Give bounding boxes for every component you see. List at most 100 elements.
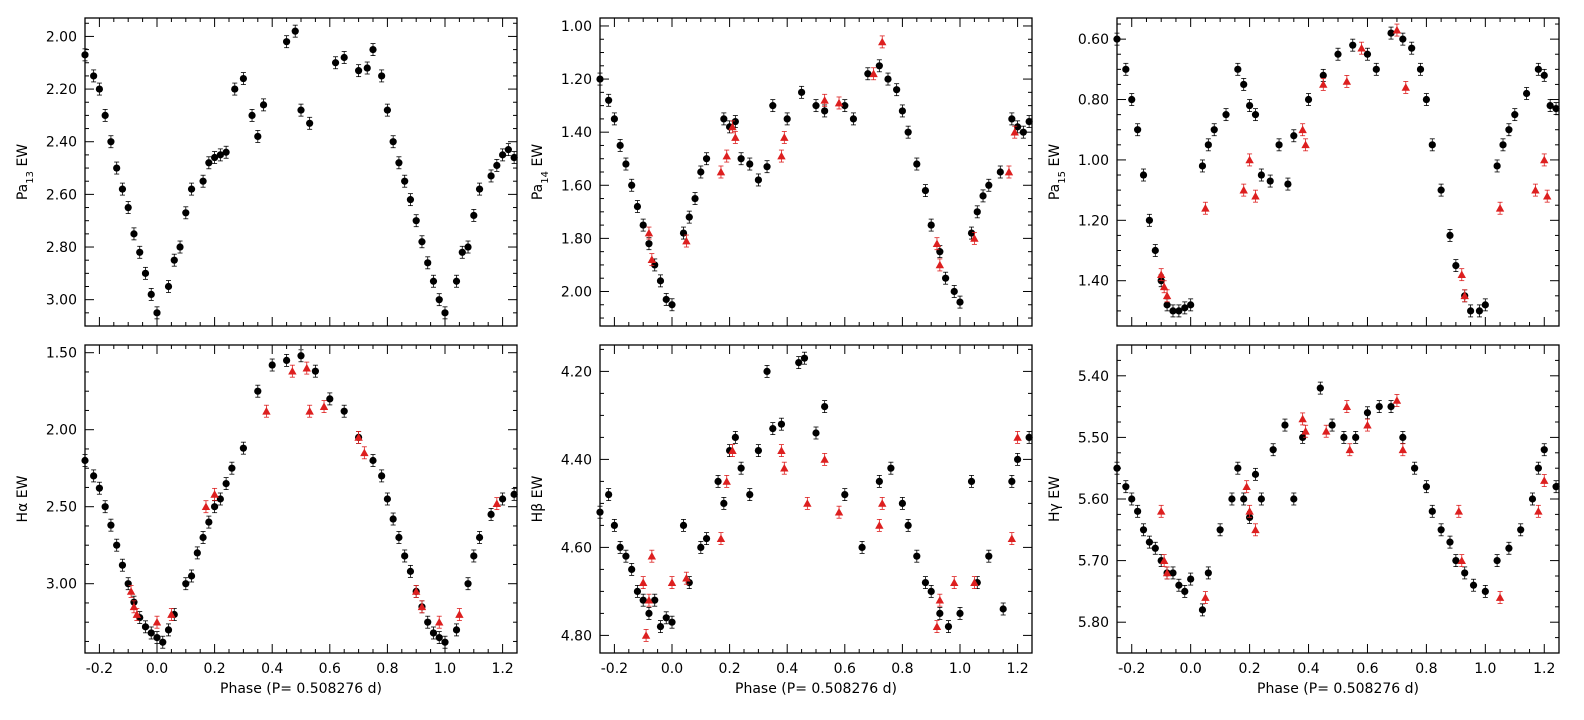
data-point-circle bbox=[691, 194, 699, 203]
x-tick-label: 0.8 bbox=[1415, 661, 1437, 677]
data-point-triangle bbox=[716, 534, 726, 542]
data-point-circle bbox=[639, 596, 647, 604]
data-point-circle bbox=[633, 587, 642, 596]
data-point-triangle bbox=[1460, 291, 1469, 300]
data-point-circle bbox=[311, 367, 319, 375]
data-point-circle bbox=[1025, 117, 1033, 126]
x-tick-label: -0.2 bbox=[601, 661, 628, 677]
data-point-circle bbox=[406, 196, 415, 204]
data-point-circle bbox=[493, 161, 501, 170]
data-point-triangle bbox=[492, 499, 502, 507]
y-tick-label: 1.20 bbox=[561, 72, 592, 88]
data-point-circle bbox=[996, 168, 1004, 176]
data-point-triangle bbox=[878, 37, 887, 46]
data-point-circle bbox=[113, 541, 121, 549]
y-tick-label: 2.60 bbox=[46, 187, 77, 203]
data-point-triangle bbox=[288, 366, 297, 375]
data-point-triangle bbox=[869, 69, 878, 78]
data-point-circle bbox=[967, 477, 976, 485]
data-point-triangle bbox=[647, 255, 657, 263]
data-point-circle bbox=[1210, 126, 1218, 134]
data-point-circle bbox=[1222, 111, 1230, 119]
data-point-circle bbox=[1181, 304, 1189, 312]
data-point-triangle bbox=[1457, 556, 1466, 564]
data-point-circle bbox=[1122, 483, 1130, 491]
data-point-circle bbox=[999, 605, 1007, 613]
data-point-circle bbox=[205, 159, 213, 167]
data-point-circle bbox=[1204, 141, 1212, 149]
data-point-circle bbox=[622, 160, 630, 168]
data-point-circle bbox=[754, 176, 763, 184]
data-point-circle bbox=[164, 626, 173, 634]
data-point-triangle bbox=[210, 490, 219, 498]
data-point-circle bbox=[193, 549, 201, 557]
data-point-circle bbox=[1113, 464, 1121, 472]
data-point-circle bbox=[369, 456, 377, 465]
data-point-circle bbox=[942, 274, 950, 282]
data-point-triangle bbox=[647, 552, 657, 560]
data-point-triangle bbox=[1162, 568, 1172, 577]
data-point-circle bbox=[913, 552, 921, 560]
data-point-circle bbox=[429, 629, 438, 637]
data-point-circle bbox=[1552, 104, 1560, 113]
x-tick-label: 1.2 bbox=[1006, 661, 1028, 677]
data-point-circle bbox=[401, 177, 409, 185]
data-point-triangle bbox=[728, 122, 737, 131]
data-point-circle bbox=[283, 38, 291, 46]
data-point-circle bbox=[1014, 123, 1022, 131]
data-point-circle bbox=[199, 177, 207, 185]
panel-bottom-left: -0.2 0.0 0.2 0.4 0.6 0.8 1.0 1.2 1.50 2.00 2.50 3.0… bbox=[15, 344, 518, 697]
data-point-circle bbox=[141, 623, 150, 631]
data-point-circle bbox=[331, 59, 340, 67]
data-point-triangle bbox=[417, 602, 427, 611]
x-tick-label: 0.6 bbox=[319, 661, 341, 677]
data-point-circle bbox=[898, 499, 907, 507]
data-point-circle bbox=[1363, 50, 1372, 58]
data-point-triangle bbox=[1534, 507, 1543, 515]
data-point-circle bbox=[1281, 421, 1289, 429]
data-point-circle bbox=[1522, 89, 1531, 98]
data-point-circle bbox=[628, 181, 636, 189]
data-point-triangle bbox=[641, 631, 651, 639]
x-tick-label: 0.2 bbox=[203, 661, 225, 677]
data-point-circle bbox=[107, 138, 115, 146]
y-tick-label: 5.80 bbox=[1078, 615, 1109, 631]
data-point-circle bbox=[1552, 483, 1560, 491]
data-point-circle bbox=[510, 153, 518, 162]
plot-frame bbox=[599, 17, 1033, 327]
y-tick-label: 5.50 bbox=[1078, 430, 1109, 446]
data-point-circle bbox=[1228, 495, 1236, 503]
data-point-circle bbox=[616, 141, 624, 150]
data-point-circle bbox=[441, 638, 449, 646]
data-point-circle bbox=[1169, 307, 1177, 315]
data-point-circle bbox=[107, 521, 115, 529]
data-point-triangle bbox=[935, 596, 945, 604]
data-point-circle bbox=[1540, 446, 1548, 454]
y-tick-label: 3.00 bbox=[46, 577, 77, 593]
data-point-circle bbox=[254, 132, 262, 141]
data-point-circle bbox=[893, 86, 901, 94]
data-point-circle bbox=[904, 521, 912, 530]
data-point-triangle bbox=[132, 610, 142, 618]
data-point-circle bbox=[1269, 446, 1277, 454]
data-point-circle bbox=[610, 521, 619, 530]
data-point-circle bbox=[147, 290, 155, 299]
data-point-circle bbox=[821, 107, 829, 115]
data-point-triangle bbox=[1319, 80, 1328, 88]
data-point-circle bbox=[1375, 403, 1383, 411]
data-point-circle bbox=[1428, 141, 1436, 149]
data-point-circle bbox=[124, 203, 132, 212]
x-tick-label: 1.2 bbox=[491, 661, 513, 677]
data-point-triangle bbox=[1342, 402, 1352, 410]
y-axis-label: Pa15 EW bbox=[1047, 144, 1068, 200]
data-point-triangle bbox=[932, 622, 942, 630]
data-point-triangle bbox=[731, 133, 740, 141]
series-black bbox=[81, 24, 518, 320]
data-point-circle bbox=[633, 202, 642, 211]
data-point-triangle bbox=[780, 464, 789, 472]
data-point-circle bbox=[763, 163, 771, 171]
data-point-circle bbox=[936, 609, 944, 618]
data-point-circle bbox=[783, 115, 791, 123]
data-point-triangle bbox=[777, 151, 786, 160]
data-point-triangle bbox=[1245, 507, 1254, 515]
